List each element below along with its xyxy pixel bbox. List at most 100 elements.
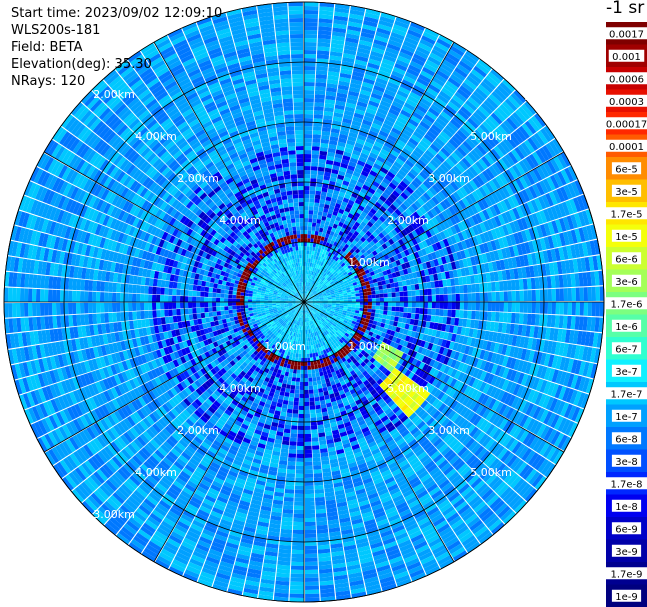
heatmap-cell (435, 294, 440, 302)
heatmap-cell (320, 276, 325, 281)
heatmap-cell (406, 254, 413, 262)
heatmap-cell (465, 99, 478, 112)
heatmap-cell (359, 127, 370, 134)
heatmap-cell (395, 296, 400, 302)
heatmap-cell (503, 302, 508, 312)
heatmap-cell (310, 258, 313, 263)
heatmap-cell (380, 126, 391, 135)
heatmap-cell (304, 569, 319, 574)
heatmap-cell (442, 238, 450, 248)
heatmap-cell (447, 302, 452, 310)
heatmap-cell (354, 253, 360, 260)
heatmap-cell (453, 132, 465, 144)
heatmap-cell (362, 24, 377, 32)
heatmap-cell (437, 191, 447, 201)
heatmap-cell (380, 148, 390, 157)
heatmap-cell (325, 216, 331, 223)
heatmap-cell (428, 236, 436, 245)
heatmap-cell (325, 269, 330, 274)
heatmap-cell (397, 317, 403, 323)
heatmap-cell (367, 173, 376, 181)
heatmap-cell (347, 271, 353, 276)
heatmap-cell (459, 293, 464, 302)
heatmap-cell (439, 302, 444, 309)
heatmap-cell (315, 404, 321, 410)
heatmap-cell (455, 162, 466, 174)
heatmap-cell (499, 140, 511, 154)
heatmap-cell (318, 207, 324, 212)
heatmap-cell (425, 189, 435, 199)
heatmap-cell (307, 296, 311, 300)
heatmap-cell (375, 298, 380, 302)
heatmap-cell (414, 236, 422, 244)
heatmap-cell (403, 307, 408, 313)
heatmap-cell (425, 230, 433, 238)
heatmap-cell (490, 217, 498, 229)
heatmap-cell (347, 186, 355, 193)
heatmap-cell (447, 121, 459, 133)
heatmap-cell (510, 194, 520, 207)
heatmap-cell (329, 288, 334, 292)
heatmap-cell (414, 108, 426, 118)
heatmap-cell (314, 294, 319, 298)
heatmap-cell (391, 101, 404, 110)
heatmap-cell (316, 66, 328, 72)
heatmap-cell (322, 249, 327, 255)
heatmap-cell (320, 266, 324, 271)
heatmap-cell (367, 133, 377, 141)
heatmap-cell (521, 123, 534, 137)
heatmap-cell (422, 31, 438, 42)
heatmap-cell (313, 267, 317, 273)
heatmap-cell (407, 240, 415, 248)
heatmap-cell (405, 33, 421, 43)
heatmap-cell (324, 167, 332, 173)
heatmap-cell (300, 377, 304, 382)
heatmap-cell (418, 73, 432, 84)
heatmap-cell (377, 225, 384, 233)
heatmap-cell (563, 288, 568, 302)
heatmap-cell (324, 288, 329, 292)
heatmap-cell (313, 465, 322, 470)
heatmap-cell (389, 256, 396, 263)
heatmap-cell (316, 289, 321, 293)
heatmap-cell (394, 208, 402, 217)
heatmap-cell (379, 289, 384, 294)
heatmap-cell (324, 107, 334, 113)
heatmap-cell (439, 163, 450, 174)
heatmap-cell (428, 83, 441, 94)
heatmap-cell (417, 124, 428, 134)
heatmap-cell (318, 227, 324, 233)
heatmap-cell (298, 413, 304, 418)
heatmap-cell (319, 2, 335, 8)
heatmap-cell (307, 278, 309, 283)
heatmap-cell (510, 92, 524, 106)
heatmap-cell (290, 569, 304, 574)
heatmap-cell (373, 191, 382, 199)
heatmap-cell (351, 299, 356, 302)
heatmap-cell (405, 208, 413, 217)
heatmap-cell (462, 140, 473, 152)
heatmap-cell (355, 227, 362, 234)
heatmap-cell (523, 302, 528, 313)
heatmap-cell (360, 248, 366, 254)
heatmap-cell (313, 392, 320, 398)
heatmap-cell (402, 105, 414, 115)
heatmap-cell (424, 246, 431, 255)
heatmap-cell (310, 425, 318, 430)
heatmap-cell (313, 291, 317, 295)
heatmap-cell (324, 171, 331, 177)
heatmap-cell (287, 404, 294, 410)
heatmap-cell (361, 28, 376, 36)
heatmap-cell (330, 172, 338, 179)
heatmap-cell (434, 214, 443, 224)
heatmap-cell (317, 38, 331, 44)
heatmap-cell (359, 152, 369, 160)
heatmap-cell (405, 186, 414, 195)
heatmap-cell (297, 357, 302, 362)
heatmap-cell (407, 247, 414, 255)
heatmap-cell (309, 283, 313, 288)
heatmap-cell (372, 237, 379, 244)
heatmap-cell (325, 250, 330, 256)
heatmap-cell (304, 102, 314, 107)
heatmap-cell (313, 263, 317, 268)
